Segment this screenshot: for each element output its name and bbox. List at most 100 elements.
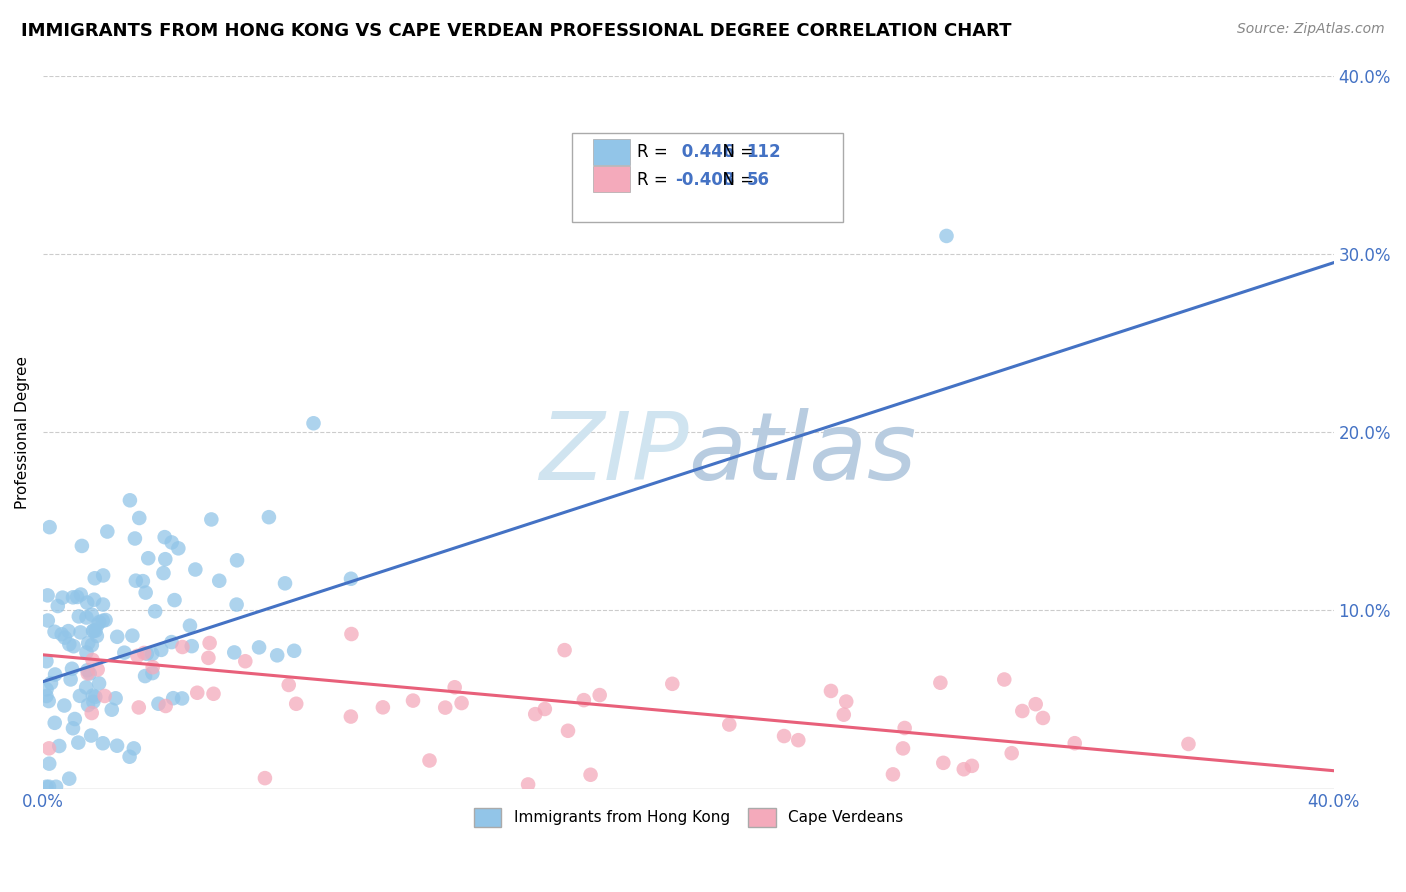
Point <box>96 524 118 539</box>
Point <box>128 700 150 714</box>
Text: R =: R = <box>637 170 673 188</box>
Point <box>184 562 207 576</box>
Point <box>82 653 104 667</box>
Text: N =: N = <box>711 143 759 161</box>
Point <box>143 604 166 618</box>
Point <box>51 591 73 605</box>
Point <box>134 669 156 683</box>
Point <box>882 767 904 781</box>
Point <box>135 647 157 661</box>
Point <box>952 762 974 776</box>
Point <box>198 636 221 650</box>
Point <box>46 599 69 613</box>
Point <box>58 637 80 651</box>
Point <box>70 539 93 553</box>
Point <box>91 568 114 582</box>
Point <box>340 709 363 723</box>
Point <box>93 689 115 703</box>
Point <box>993 673 1015 687</box>
Point <box>80 638 103 652</box>
Point <box>125 574 148 588</box>
Point <box>77 636 100 650</box>
Point <box>163 593 186 607</box>
Point <box>929 675 952 690</box>
Point <box>87 676 110 690</box>
Point <box>233 654 256 668</box>
Point <box>787 733 810 747</box>
Point <box>162 691 184 706</box>
Point <box>170 691 193 706</box>
Point <box>121 629 143 643</box>
Point <box>661 677 683 691</box>
Point <box>60 662 83 676</box>
FancyBboxPatch shape <box>593 167 630 193</box>
Point <box>893 721 915 735</box>
Point <box>112 646 135 660</box>
Point <box>127 648 149 663</box>
Point <box>167 541 190 556</box>
Point <box>180 639 202 653</box>
Point <box>105 630 128 644</box>
Legend: Immigrants from Hong Kong, Cape Verdeans: Immigrants from Hong Kong, Cape Verdeans <box>467 800 911 834</box>
Point <box>835 694 858 708</box>
Point <box>53 631 76 645</box>
Point <box>122 741 145 756</box>
Point <box>62 591 84 605</box>
Point <box>105 739 128 753</box>
Point <box>450 696 472 710</box>
Point <box>38 780 60 794</box>
Point <box>100 703 122 717</box>
Point <box>517 777 540 791</box>
Point <box>82 689 104 703</box>
Point <box>141 647 163 661</box>
Point <box>51 627 73 641</box>
Point <box>38 756 60 771</box>
Point <box>82 695 104 709</box>
Point <box>86 617 108 632</box>
Point <box>197 651 219 665</box>
Point <box>82 624 104 638</box>
Point <box>83 571 105 585</box>
Point <box>136 551 159 566</box>
Point <box>960 759 983 773</box>
Point <box>80 607 103 622</box>
Point <box>148 697 170 711</box>
Point <box>402 693 425 707</box>
Point <box>832 707 855 722</box>
Point <box>160 635 183 649</box>
Point <box>80 729 103 743</box>
Point <box>534 702 557 716</box>
Point <box>418 754 440 768</box>
Point <box>226 553 249 567</box>
Point <box>82 624 104 638</box>
Point <box>434 700 457 714</box>
Point <box>75 681 97 695</box>
Point <box>285 697 308 711</box>
Point <box>891 741 914 756</box>
Point <box>200 512 222 526</box>
Point <box>59 673 82 687</box>
Point <box>253 771 276 785</box>
Point <box>554 643 576 657</box>
Point <box>91 736 114 750</box>
Point <box>67 735 90 749</box>
Point <box>53 698 76 713</box>
Point <box>69 588 91 602</box>
Point <box>44 667 66 681</box>
Point <box>66 590 89 604</box>
Point <box>35 780 58 794</box>
Point <box>45 780 67 794</box>
Point <box>58 772 80 786</box>
Point <box>179 618 201 632</box>
Point <box>58 624 80 639</box>
Point <box>274 576 297 591</box>
Point <box>155 552 177 566</box>
Point <box>84 690 107 704</box>
Point <box>371 700 394 714</box>
Point <box>257 510 280 524</box>
Point <box>283 644 305 658</box>
Point <box>132 574 155 589</box>
Point <box>153 530 176 544</box>
Point <box>773 729 796 743</box>
Point <box>572 693 595 707</box>
